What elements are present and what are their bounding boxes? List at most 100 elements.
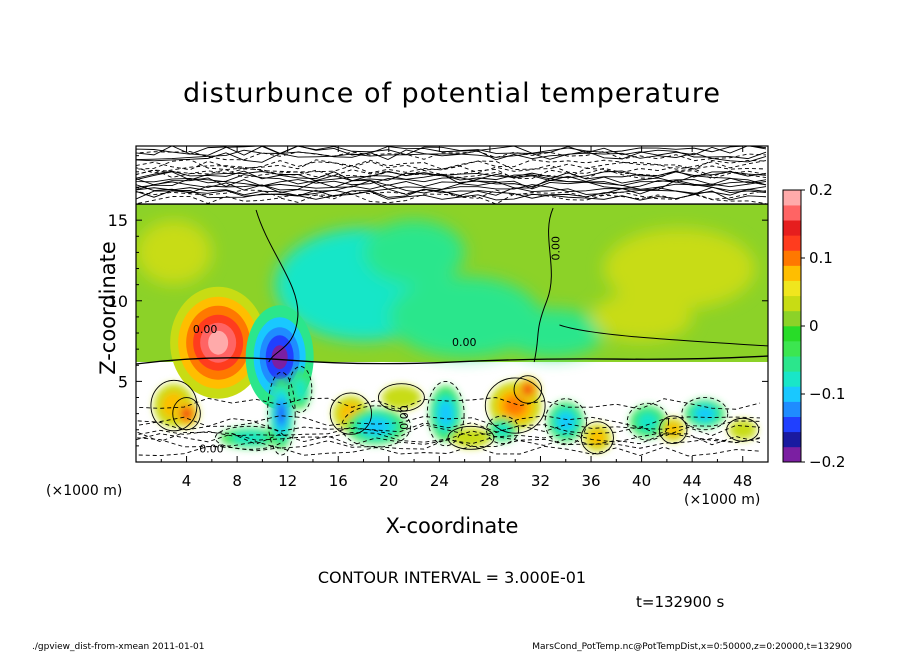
upper-contour (136, 146, 767, 156)
stable-layer-variations (136, 220, 756, 358)
mixed-cell-level (728, 419, 757, 440)
mixed-contour (513, 375, 543, 404)
upper-contour (136, 170, 767, 182)
colorbar-swatch (783, 356, 801, 372)
mixed-contour (447, 425, 495, 450)
y-tick-label: 5 (118, 372, 128, 391)
mixed-contour (580, 421, 614, 455)
mixed-contour-line (136, 430, 761, 444)
contour-interval: CONTOUR INTERVAL = 3.000E-01 (317, 568, 587, 587)
contour-labels: 0.00 0.00 0.00 0.00 0.00 (193, 236, 563, 455)
upper-contour (136, 189, 767, 200)
contour-label: 0.00 (549, 236, 562, 261)
mixed-contour (329, 392, 373, 435)
upper-contour (136, 179, 767, 191)
footer-left: ./gpview_dist-from-xmean 2011-01-01 (32, 642, 205, 652)
mixed-cell-level (503, 394, 527, 417)
upper-contour (136, 178, 767, 189)
colorbar-tick-label: 0.1 (809, 249, 833, 267)
upper-contour (136, 186, 767, 196)
mixed-contour-line (136, 424, 761, 437)
mixed-contour-line (136, 415, 761, 428)
colorbar-swatch (783, 386, 801, 402)
warm-blob-level (208, 330, 229, 355)
mixed-cell-level (450, 427, 491, 448)
mixed-contour (484, 377, 546, 434)
mixed-contours (136, 365, 761, 457)
upper-contour (136, 164, 767, 174)
mixed-cell-level (665, 422, 681, 438)
x-tick-label: 20 (379, 472, 398, 490)
upper-contour (136, 149, 767, 161)
colorbar-swatch (783, 235, 801, 251)
upper-contours (136, 146, 767, 205)
x-tick-label: 24 (430, 472, 449, 490)
plot-frame (135, 145, 769, 463)
mixed-cell-level (438, 401, 453, 427)
colorbar-tick-label: 0.2 (809, 181, 833, 199)
x-tick-label: 44 (683, 472, 702, 490)
heatmap-plot (136, 146, 768, 462)
upper-contour (136, 167, 767, 179)
stable-patch (363, 220, 465, 285)
colorbar-swatch (783, 371, 801, 387)
x-tick-label: 16 (329, 472, 348, 490)
colorbar-swatch (783, 190, 801, 206)
stable-patch (502, 308, 604, 358)
colorbar-swatch (783, 446, 801, 463)
mixed-cell-level (277, 401, 286, 427)
contour-lines (136, 203, 768, 365)
stable-patch (591, 292, 693, 342)
x-tick-label: 40 (632, 472, 651, 490)
time-label: t=132900 s (636, 593, 725, 611)
stable-patch (136, 220, 212, 285)
y-tick-label: 15 (108, 211, 128, 230)
chart-title: disturbunce of potential temperature (183, 78, 721, 109)
mixed-cell-level (695, 407, 714, 420)
contour-label: 0.00 (199, 442, 224, 455)
cold-plume-level (271, 345, 288, 370)
mixed-contour-line (136, 397, 761, 410)
footer-right: MarsCond_PotTemp.nc@PotTempDist,x=0:5000… (532, 642, 852, 652)
mixed-contour (288, 365, 313, 413)
mixed-cell-level (294, 377, 307, 402)
x-tick-label: 4 (182, 472, 192, 490)
mixed-contour-line (136, 445, 761, 457)
x-unit-left: (×1000 m) (46, 483, 123, 499)
mixed-cell-level (231, 431, 269, 444)
y-axis: 5 10 15 (108, 155, 768, 447)
mixed-contour (426, 380, 465, 447)
x-tick-label: 12 (278, 472, 297, 490)
colorbar-swatch (783, 265, 801, 281)
mixed-cell-level (182, 408, 191, 419)
mixed-contour (150, 379, 198, 432)
upper-contour (136, 159, 767, 171)
colorbar-swatch (783, 280, 801, 297)
colorbar-swatch (783, 341, 801, 357)
contour-zero-mid (533, 207, 554, 363)
colorbar-swatch (783, 326, 801, 342)
contour-zero-right (559, 324, 768, 347)
x-tick-label: 8 (232, 472, 242, 490)
mixed-contour (544, 398, 587, 446)
stable-patch (603, 228, 756, 309)
mixed-contour (626, 402, 670, 441)
x-tick-label: 28 (480, 472, 499, 490)
stable-patch (388, 276, 541, 358)
mixed-contour (377, 383, 425, 412)
x-tick-label: 32 (531, 472, 550, 490)
x-tick-label: 48 (733, 472, 752, 490)
contour-label: 0.00 (398, 405, 411, 430)
upper-contour (136, 188, 767, 199)
colorbar: 0.2 0.1 0 −0.1 −0.2 (782, 181, 845, 471)
mixed-contour (267, 371, 296, 456)
colorbar-swatch (783, 220, 801, 236)
contour-label: 0.00 (193, 323, 218, 336)
mixed-contour (681, 397, 729, 431)
upper-contour (136, 160, 767, 171)
contour-label: 0.00 (452, 336, 477, 349)
mixed-contour (486, 415, 520, 445)
upper-contour (136, 150, 767, 162)
mixed-cell-level (523, 385, 533, 394)
mixed-cell-level (381, 385, 422, 410)
